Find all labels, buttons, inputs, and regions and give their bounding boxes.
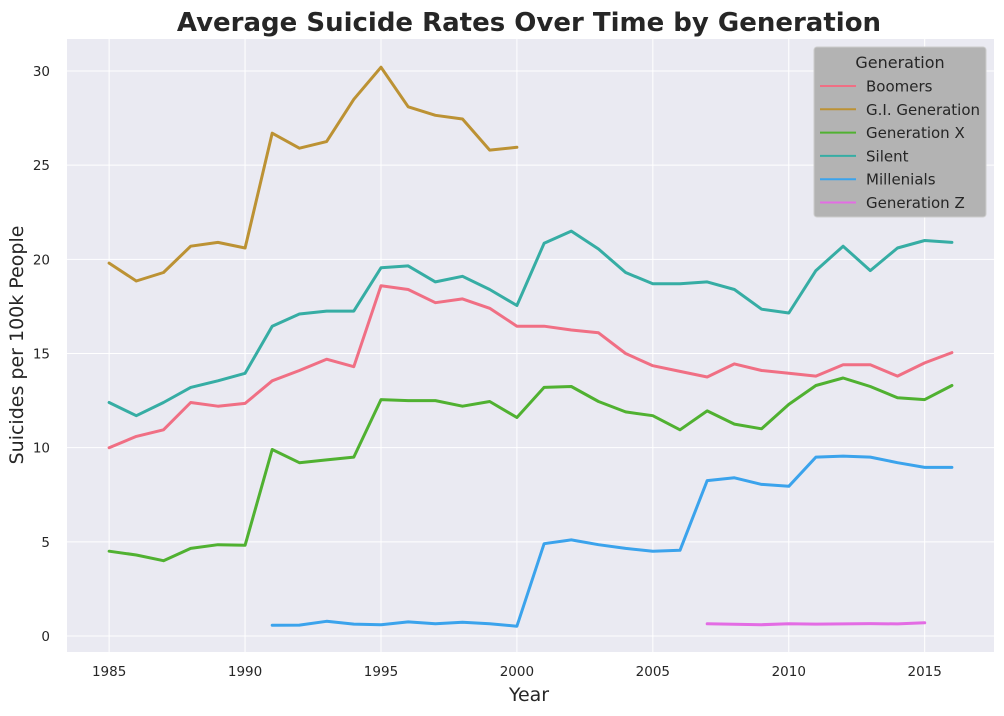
legend-entry: G.I. Generation bbox=[866, 101, 980, 119]
x-tick-label: 2010 bbox=[772, 664, 806, 680]
y-tick-label: 30 bbox=[33, 64, 50, 80]
x-tick-label: 1990 bbox=[228, 664, 262, 680]
x-tick-label: 2000 bbox=[500, 664, 534, 680]
series-line-silent bbox=[107, 229, 954, 418]
y-tick-label: 0 bbox=[41, 629, 50, 645]
y-tick-label: 15 bbox=[33, 347, 50, 363]
legend-entry: Generation Z bbox=[866, 194, 965, 212]
legend-entry: Boomers bbox=[866, 78, 933, 96]
series-lines bbox=[107, 65, 954, 628]
series-line-g-i-generation bbox=[107, 65, 519, 283]
legend-entry: Generation X bbox=[866, 124, 965, 142]
y-tick-label: 5 bbox=[41, 535, 50, 551]
series-line-generation-z bbox=[705, 621, 927, 627]
grid-lines bbox=[67, 39, 994, 652]
y-tick-label: 25 bbox=[33, 158, 50, 174]
x-tick-label: 2005 bbox=[636, 664, 670, 680]
x-tick-label: 2015 bbox=[907, 664, 941, 680]
series-line-boomers bbox=[107, 284, 954, 450]
x-axis-label: Year bbox=[508, 684, 549, 706]
series-line-generation-x bbox=[107, 376, 954, 563]
y-axis-ticks: 0 5 10 15 20 25 30 bbox=[33, 64, 50, 645]
x-tick-label: 1985 bbox=[92, 664, 126, 680]
x-tick-label: 1995 bbox=[364, 664, 398, 680]
y-tick-label: 20 bbox=[33, 252, 50, 268]
chart-title: Average Suicide Rates Over Time by Gener… bbox=[177, 8, 881, 38]
x-axis-ticks: 1985 1990 1995 2000 2005 2010 2015 bbox=[92, 664, 942, 680]
legend-title: Generation bbox=[855, 53, 944, 72]
legend-entry: Silent bbox=[866, 147, 909, 165]
legend-box bbox=[813, 46, 987, 218]
series-line-millenials bbox=[270, 454, 954, 628]
y-tick-label: 10 bbox=[33, 441, 50, 457]
legend: Generation Boomers G.I. Generation Generati… bbox=[813, 46, 987, 218]
legend-entry: Millenials bbox=[866, 171, 936, 189]
y-axis-label: Suicides per 100k People bbox=[6, 226, 28, 465]
